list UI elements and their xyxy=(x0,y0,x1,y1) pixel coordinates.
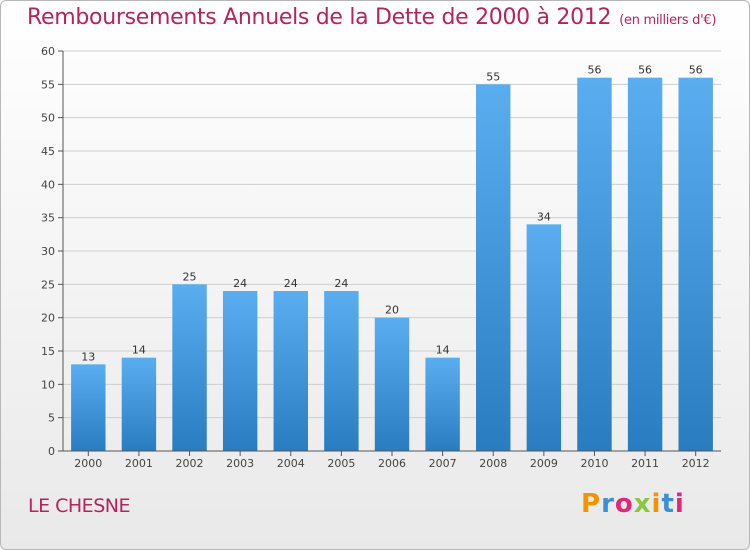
bars: 13 14 25 24 24 24 20 14 55 34 56 56 56 xyxy=(71,64,713,452)
data-label: 55 xyxy=(486,70,500,83)
x-tick-label: 2003 xyxy=(226,457,254,470)
x-tick-label: 2001 xyxy=(125,457,153,470)
y-tick-label: 50 xyxy=(41,112,55,125)
data-label: 24 xyxy=(233,277,247,290)
x-tick-label: 2010 xyxy=(580,457,608,470)
y-tick-label: 0 xyxy=(48,445,55,458)
city-name: LE CHESNE xyxy=(28,495,130,517)
x-tick-label: 2000 xyxy=(74,457,102,470)
y-tick-label: 30 xyxy=(41,245,55,258)
y-tick-label: 35 xyxy=(41,212,55,225)
bar-2004[interactable] xyxy=(273,291,308,451)
logo-letter: r xyxy=(601,489,615,519)
bar-2012[interactable] xyxy=(678,77,713,452)
bar-2011[interactable] xyxy=(627,77,663,452)
y-tick-label: 45 xyxy=(41,145,55,158)
y-tick-label: 60 xyxy=(41,45,55,58)
logo-letter: t xyxy=(661,489,675,519)
y-tick-label: 15 xyxy=(41,345,55,358)
y-tick-label: 5 xyxy=(48,412,55,425)
x-tick-label: 2008 xyxy=(479,457,507,470)
data-label: 56 xyxy=(689,64,703,77)
bar-2009[interactable] xyxy=(526,224,562,451)
data-label: 56 xyxy=(638,64,652,77)
x-tick-label: 2011 xyxy=(631,457,659,470)
logo-letter: o xyxy=(614,489,634,519)
y-tick-label: 25 xyxy=(41,278,55,291)
bar-2000[interactable] xyxy=(71,364,106,451)
x-tick-label: 2009 xyxy=(530,457,558,470)
bar-2008[interactable] xyxy=(476,84,511,451)
bar-2007[interactable] xyxy=(425,357,460,451)
data-label: 20 xyxy=(385,304,399,317)
chart-title: Remboursements Annuels de la Dette de 20… xyxy=(27,5,716,30)
x-tick-label: 2005 xyxy=(327,457,355,470)
bar-2003[interactable] xyxy=(222,291,258,451)
data-label: 56 xyxy=(587,64,601,77)
x-tick-label: 2012 xyxy=(682,457,710,470)
data-label: 13 xyxy=(81,350,95,363)
data-label: 34 xyxy=(537,210,551,223)
y-tick-label: 55 xyxy=(41,78,55,91)
x-tick-label: 2006 xyxy=(378,457,406,470)
y-tick-label: 40 xyxy=(41,178,55,191)
y-tick-label: 20 xyxy=(41,312,55,325)
bar-2002[interactable] xyxy=(172,284,207,451)
x-tick-label: 2002 xyxy=(176,457,204,470)
axes: 0 5 10 15 20 25 30 35 40 45 50 55 60 2000 2001 2002 2003… xyxy=(41,45,721,470)
data-label: 14 xyxy=(436,344,450,357)
bar-2001[interactable] xyxy=(121,357,157,451)
chart-unit: (en milliers d'€) xyxy=(619,13,717,28)
x-tick-label: 2007 xyxy=(429,457,457,470)
logo-letter: x xyxy=(633,489,652,519)
x-tick-label: 2004 xyxy=(277,457,305,470)
proxiti-logo[interactable]: Proxiti xyxy=(581,489,685,519)
bar-2006[interactable] xyxy=(374,317,410,451)
logo-letter: P xyxy=(581,489,602,519)
logo-letter: i xyxy=(651,489,662,519)
data-label: 24 xyxy=(284,277,298,290)
data-label: 14 xyxy=(132,344,146,357)
bar-2010[interactable] xyxy=(577,77,612,452)
y-tick-label: 10 xyxy=(41,378,55,391)
bar-2005[interactable] xyxy=(324,291,359,451)
data-label: 24 xyxy=(334,277,348,290)
data-label: 25 xyxy=(183,270,197,283)
chart-title-text: Remboursements Annuels de la Dette de 20… xyxy=(27,5,612,30)
logo-letter: i xyxy=(674,489,685,519)
